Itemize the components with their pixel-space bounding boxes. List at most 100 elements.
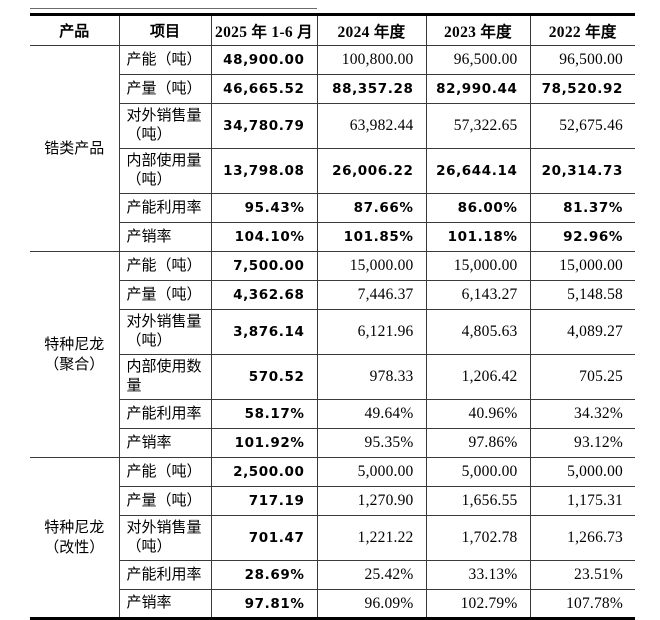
value-cell: 57,322.65 [425, 103, 531, 149]
value-cell: 6,143.27 [425, 280, 531, 310]
value-cell: 81.37% [529, 193, 635, 223]
item-label-cell: 对外销售量 （吨） [118, 515, 212, 561]
header-row: 产品 项目 2025 年 1-6 月 2024 年度 2023 年度 2022 年度 [30, 14, 635, 46]
top-partial-rule [30, 8, 317, 9]
production-table: 产品 项目 2025 年 1-6 月 2024 年度 2023 年度 2022 年度 锆类… [30, 13, 635, 620]
value-cell: 97.81% [210, 589, 318, 619]
item-label-cell: 产销率 [118, 222, 212, 252]
value-cell: 87.66% [316, 193, 427, 223]
value-cell: 4,805.63 [425, 309, 531, 355]
table-row: 内部使用量 （吨） 13,798.08 26,006.22 26,644.14 20,3… [30, 148, 635, 194]
value-cell: 34.32% [529, 399, 635, 429]
value-cell: 58.17% [210, 399, 318, 429]
table-body: 锆类产品 产能（吨） 48,900.00 100,800.00 96,500.00 96,… [30, 45, 635, 619]
value-cell: 4,089.27 [529, 309, 635, 355]
item-label-cell: 对外销售量 （吨） [118, 103, 212, 149]
value-cell: 96,500.00 [425, 45, 531, 75]
item-label-cell: 产能（吨） [118, 457, 212, 487]
value-cell: 93.12% [529, 428, 635, 458]
column-header: 项目 [118, 14, 212, 46]
value-cell: 92.96% [529, 222, 635, 252]
value-cell: 33.13% [425, 560, 531, 590]
value-cell: 26,006.22 [316, 148, 427, 194]
value-cell: 1,221.22 [316, 515, 427, 561]
table-row: 特种尼龙 （聚合） 产能（吨） 7,500.00 15,000.00 15,000.00… [30, 251, 635, 458]
table-row: 对外销售量 （吨） 3,876.14 6,121.96 4,805.63 4,089.2… [30, 309, 635, 355]
value-cell: 6,121.96 [316, 309, 427, 355]
column-header: 2022 年度 [529, 14, 635, 46]
value-cell: 107.78% [529, 589, 635, 619]
value-cell: 4,362.68 [210, 280, 318, 310]
table-row: 内部使用数 量 570.52 978.33 1,206.42 705.25 [30, 354, 635, 400]
value-cell: 1,270.90 [316, 486, 427, 516]
value-cell: 1,206.42 [425, 354, 531, 400]
value-cell: 96.09% [316, 589, 427, 619]
value-cell: 2,500.00 [210, 457, 318, 487]
value-cell: 95.35% [316, 428, 427, 458]
value-cell: 20,314.73 [529, 148, 635, 194]
value-cell: 100,800.00 [316, 45, 427, 75]
value-cell: 15,000.00 [529, 251, 635, 281]
table-row: 锆类产品 产能（吨） 48,900.00 100,800.00 96,500.00 96,… [30, 45, 635, 252]
document-page: 产品 项目 2025 年 1-6 月 2024 年度 2023 年度 2022 年度 锆类… [30, 8, 635, 620]
product-cell: 锆类产品 [30, 45, 120, 252]
item-label-cell: 对外销售量 （吨） [118, 309, 212, 355]
item-label-cell: 产量（吨） [118, 74, 212, 104]
value-cell: 7,500.00 [210, 251, 318, 281]
value-cell: 3,876.14 [210, 309, 318, 355]
table-row: 产销率 97.81% 96.09% 102.79% 107.78% [30, 589, 635, 619]
value-cell: 48,900.00 [210, 45, 318, 75]
table-header: 产品 项目 2025 年 1-6 月 2024 年度 2023 年度 2022 年度 [30, 14, 635, 46]
value-cell: 15,000.00 [425, 251, 531, 281]
table-row: 特种尼龙 （改性） 产能（吨） 2,500.00 5,000.00 5,000.00 5,… [30, 457, 635, 619]
table-row: 产销率 104.10% 101.85% 101.18% 92.96% [30, 222, 635, 252]
table-row: 产能利用率 95.43% 87.66% 86.00% 81.37% [30, 193, 635, 223]
table-row: 产量（吨） 717.19 1,270.90 1,656.55 1,175.31 [30, 486, 635, 516]
item-label-cell: 产能（吨） [118, 45, 212, 75]
value-cell: 13,798.08 [210, 148, 318, 194]
column-header: 产品 [30, 14, 120, 46]
value-cell: 1,266.73 [529, 515, 635, 561]
value-cell: 7,446.37 [316, 280, 427, 310]
table-row: 对外销售量 （吨） 701.47 1,221.22 1,702.78 1,266.73 [30, 515, 635, 561]
item-label-cell: 内部使用量 （吨） [118, 148, 212, 194]
value-cell: 63,982.44 [316, 103, 427, 149]
value-cell: 28.69% [210, 560, 318, 590]
value-cell: 104.10% [210, 222, 318, 252]
item-label-cell: 产量（吨） [118, 486, 212, 516]
item-label-cell: 产销率 [118, 589, 212, 619]
value-cell: 97.86% [425, 428, 531, 458]
table-row: 产销率 101.92% 95.35% 97.86% 93.12% [30, 428, 635, 458]
column-header: 2024 年度 [316, 14, 427, 46]
value-cell: 705.25 [529, 354, 635, 400]
product-cell: 特种尼龙 （改性） [30, 457, 120, 619]
value-cell: 1,656.55 [425, 486, 531, 516]
column-header: 2023 年度 [425, 14, 531, 46]
item-label-cell: 产销率 [118, 428, 212, 458]
value-cell: 101.18% [425, 222, 531, 252]
table-row: 产量（吨） 4,362.68 7,446.37 6,143.27 5,148.58 [30, 280, 635, 310]
value-cell: 5,148.58 [529, 280, 635, 310]
table-row: 产量（吨） 46,665.52 88,357.28 82,990.44 78,520.9… [30, 74, 635, 104]
value-cell: 78,520.92 [529, 74, 635, 104]
item-label-cell: 产能利用率 [118, 193, 212, 223]
value-cell: 5,000.00 [316, 457, 427, 487]
value-cell: 49.64% [316, 399, 427, 429]
item-label-cell: 产能利用率 [118, 399, 212, 429]
value-cell: 570.52 [210, 354, 318, 400]
table-container: 产品 项目 2025 年 1-6 月 2024 年度 2023 年度 2022 年度 锆类… [30, 8, 635, 620]
value-cell: 102.79% [425, 589, 531, 619]
item-label-cell: 产能（吨） [118, 251, 212, 281]
value-cell: 95.43% [210, 193, 318, 223]
value-cell: 978.33 [316, 354, 427, 400]
product-cell: 特种尼龙 （聚合） [30, 251, 120, 458]
value-cell: 1,702.78 [425, 515, 531, 561]
value-cell: 23.51% [529, 560, 635, 590]
value-cell: 5,000.00 [529, 457, 635, 487]
value-cell: 701.47 [210, 515, 318, 561]
table-row: 产能利用率 28.69% 25.42% 33.13% 23.51% [30, 560, 635, 590]
table-row: 产能利用率 58.17% 49.64% 40.96% 34.32% [30, 399, 635, 429]
value-cell: 40.96% [425, 399, 531, 429]
value-cell: 82,990.44 [425, 74, 531, 104]
value-cell: 101.92% [210, 428, 318, 458]
